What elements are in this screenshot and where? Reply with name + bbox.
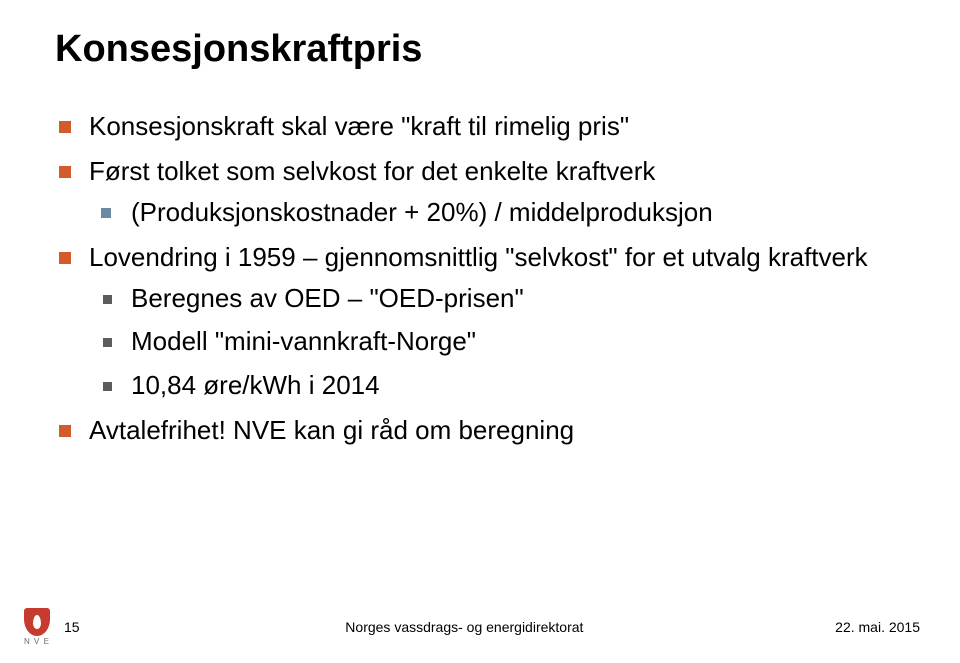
logo-text: N V E bbox=[24, 637, 50, 646]
bullet-list-lvl3: Beregnes av OED – "OED-prisen" Modell "m… bbox=[89, 281, 905, 402]
nve-logo: N V E bbox=[24, 608, 50, 646]
bullet-text: Avtalefrihet! NVE kan gi råd om beregnin… bbox=[89, 415, 574, 445]
bullet-text: 10,84 øre/kWh i 2014 bbox=[131, 370, 380, 400]
list-item: Modell "mini-vannkraft-Norge" bbox=[97, 324, 905, 359]
bullet-text: Beregnes av OED – "OED-prisen" bbox=[131, 283, 524, 313]
shield-icon bbox=[24, 608, 50, 636]
bullet-text: Modell "mini-vannkraft-Norge" bbox=[131, 326, 476, 356]
list-item: Avtalefrihet! NVE kan gi råd om beregnin… bbox=[55, 413, 905, 448]
bullet-text: Lovendring i 1959 – gjennomsnittlig "sel… bbox=[89, 242, 868, 272]
list-item: (Produksjonskostnader + 20%) / middelpro… bbox=[97, 195, 905, 230]
footer-center-text: Norges vassdrags- og energidirektorat bbox=[94, 619, 836, 635]
slide-content: Konsesjonskraft skal være "kraft til rim… bbox=[55, 109, 905, 448]
list-item: Lovendring i 1959 – gjennomsnittlig "sel… bbox=[55, 240, 905, 402]
list-item: Konsesjonskraft skal være "kraft til rim… bbox=[55, 109, 905, 144]
slide-footer: N V E 15 Norges vassdrags- og energidire… bbox=[0, 607, 960, 647]
drop-icon bbox=[33, 615, 41, 629]
footer-date: 22. mai. 2015 bbox=[835, 619, 920, 635]
page-number: 15 bbox=[64, 619, 80, 635]
list-item: 10,84 øre/kWh i 2014 bbox=[97, 368, 905, 403]
bullet-text: Først tolket som selvkost for det enkelt… bbox=[89, 156, 655, 186]
bullet-text: Konsesjonskraft skal være "kraft til rim… bbox=[89, 111, 629, 141]
bullet-list-lvl2: (Produksjonskostnader + 20%) / middelpro… bbox=[89, 195, 905, 230]
list-item: Først tolket som selvkost for det enkelt… bbox=[55, 154, 905, 230]
slide: Konsesjonskraftpris Konsesjonskraft skal… bbox=[0, 0, 960, 663]
list-item: Beregnes av OED – "OED-prisen" bbox=[97, 281, 905, 316]
slide-title: Konsesjonskraftpris bbox=[55, 28, 905, 71]
bullet-text: (Produksjonskostnader + 20%) / middelpro… bbox=[131, 197, 713, 227]
bullet-list-lvl1: Konsesjonskraft skal være "kraft til rim… bbox=[55, 109, 905, 448]
